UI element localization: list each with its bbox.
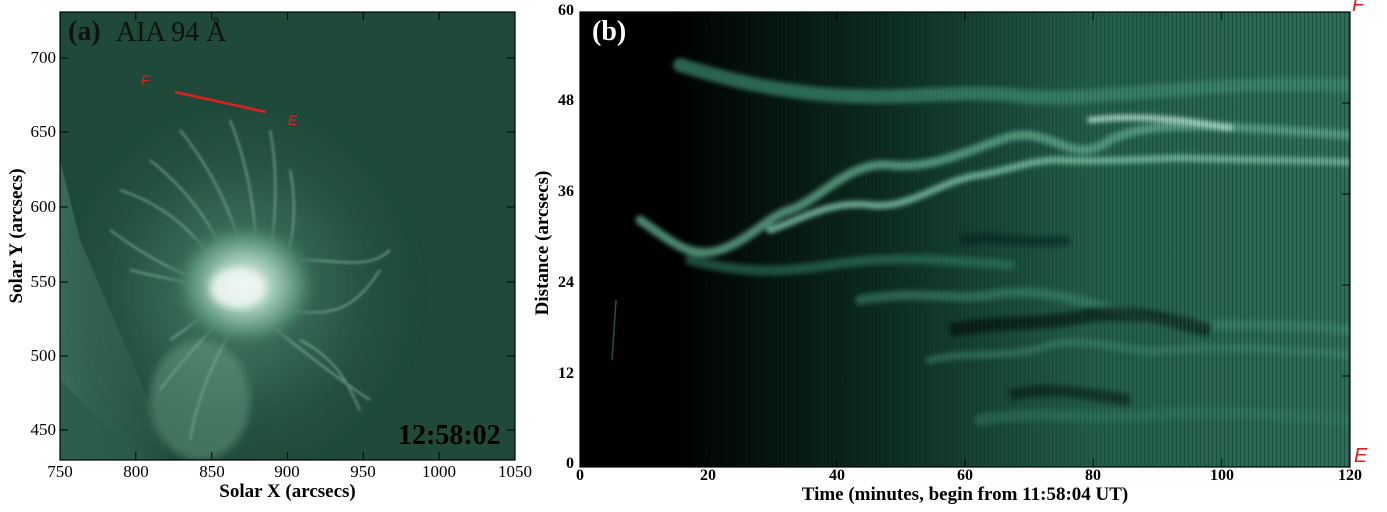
- panel-b-x-ticks: [579, 12, 1351, 467]
- x-tick-label: 120: [1338, 467, 1362, 484]
- panel-a-timestamp: 12:58:02: [398, 420, 501, 451]
- panel-a-label: (a): [68, 16, 101, 47]
- y-tick-label: 450: [30, 420, 57, 439]
- slit-line: [174, 90, 267, 114]
- panel-b-y-ticks: [580, 11, 1350, 468]
- y-tick-label: 600: [30, 197, 57, 216]
- panel-a-title: AIA 94 Å: [116, 17, 227, 48]
- panel-b-xlabel: Time (minutes, begin from 11:58:04 UT): [801, 484, 1129, 505]
- panel-b-label: (b): [592, 16, 627, 47]
- y-tick-label: 500: [30, 346, 57, 365]
- x-tick-label: 950: [350, 462, 376, 481]
- time-distance-plot: [580, 12, 1350, 467]
- panel-a-ylabel: Solar Y (arcsecs): [6, 168, 27, 304]
- panel-a-xlabel: Solar X (arcsecs): [219, 481, 356, 502]
- x-tick-label: 750: [47, 462, 73, 481]
- x-tick-label: 900: [274, 462, 300, 481]
- panel-a-y-ticks: [60, 57, 515, 431]
- panel-b-ylabel: Distance (arcsecs): [532, 170, 553, 316]
- y-tick-label: 36: [558, 183, 574, 200]
- panel-a-image-svg: [59, 11, 516, 461]
- x-tick-label: 100: [1210, 467, 1234, 484]
- slit-end-label: E: [288, 112, 298, 128]
- panel-a: (a) AIA 94 Å F E 12:58:02 700 650 600 55…: [0, 0, 532, 512]
- y-tick-label: 0: [566, 455, 574, 472]
- bottom-right-marker: E: [1354, 445, 1368, 467]
- top-right-marker: F: [1352, 0, 1365, 16]
- y-tick-label: 60: [558, 2, 574, 19]
- aia-image: [60, 12, 515, 460]
- panel-b-image-svg: [579, 11, 1351, 468]
- y-tick-label: 700: [30, 48, 57, 67]
- x-tick-label: 1050: [498, 462, 532, 481]
- x-tick-label: 80: [1085, 467, 1101, 484]
- x-tick-label: 60: [957, 467, 973, 484]
- y-tick-label: 24: [558, 274, 574, 291]
- y-tick-label: 550: [30, 272, 57, 291]
- y-tick-label: 12: [558, 365, 574, 382]
- x-tick-label: 0: [576, 467, 584, 484]
- slit-start-label: F: [141, 72, 150, 88]
- panel-b: (b) F E 0 12 24 36 48 60 0 20 40 60 80 1…: [530, 0, 1387, 512]
- y-tick-label: 650: [30, 122, 57, 141]
- x-tick-label: 800: [123, 462, 149, 481]
- x-tick-label: 40: [829, 467, 845, 484]
- x-tick-label: 20: [700, 467, 716, 484]
- y-tick-label: 48: [558, 92, 574, 109]
- panel-a-x-ticks: [59, 12, 516, 460]
- x-tick-label: 1000: [422, 462, 456, 481]
- x-tick-label: 850: [199, 462, 225, 481]
